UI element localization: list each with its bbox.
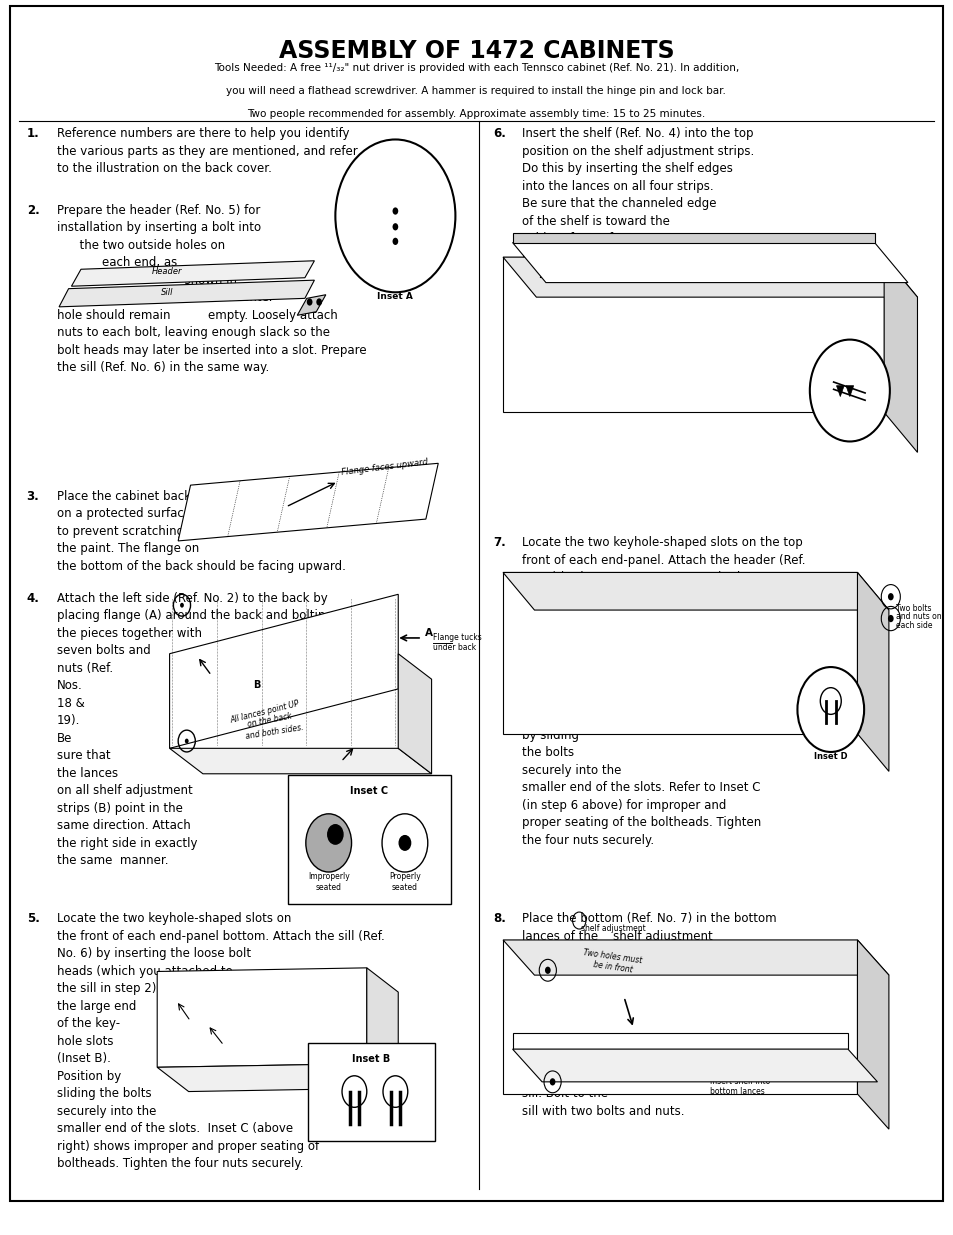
- Text: 8.: 8.: [493, 913, 506, 925]
- Text: 2.: 2.: [27, 204, 39, 217]
- Polygon shape: [512, 1034, 847, 1049]
- Text: Reference numbers are there to help you identify
the various parts as they are m: Reference numbers are there to help you …: [57, 127, 357, 175]
- Text: 3.: 3.: [27, 490, 39, 503]
- Text: ASSEMBLY OF 1472 CABINETS: ASSEMBLY OF 1472 CABINETS: [278, 38, 674, 63]
- Text: Inset C: Inset C: [350, 785, 387, 795]
- Circle shape: [306, 814, 352, 872]
- Text: and nuts on: and nuts on: [895, 613, 941, 621]
- Circle shape: [316, 299, 322, 305]
- Polygon shape: [512, 242, 907, 283]
- Text: Insert the shelf (Ref. No. 4) into the top
position on the shelf adjustment stri: Insert the shelf (Ref. No. 4) into the t…: [521, 127, 754, 385]
- Text: B: B: [253, 680, 261, 690]
- Text: 6.: 6.: [493, 127, 506, 141]
- Text: Properly
seated: Properly seated: [389, 872, 420, 892]
- Text: 4.: 4.: [27, 592, 39, 605]
- Polygon shape: [883, 257, 917, 452]
- Text: Tools Needed: A free ¹¹/₃₂" nut driver is provided with each Tennsco cabinet (Re: Tools Needed: A free ¹¹/₃₂" nut driver i…: [213, 63, 739, 73]
- Text: Flange tucks: Flange tucks: [433, 634, 481, 642]
- Text: Inset D: Inset D: [813, 752, 846, 761]
- Polygon shape: [170, 748, 431, 774]
- Text: on the back: on the back: [247, 711, 293, 730]
- Polygon shape: [502, 573, 857, 734]
- Text: 7.: 7.: [493, 536, 506, 550]
- Polygon shape: [845, 385, 853, 396]
- Text: Locate the two keyhole-shaped slots on
the front of each end-panel bottom. Attac: Locate the two keyhole-shaped slots on t…: [57, 913, 384, 1170]
- Polygon shape: [502, 573, 888, 610]
- Circle shape: [180, 603, 184, 608]
- Text: Place the bottom (Ref. No. 7) in the bottom
lances of the    shelf adjustment
st: Place the bottom (Ref. No. 7) in the bot…: [521, 913, 776, 1118]
- Text: Locate the two keyhole-shaped slots on the top
front of each end-panel. Attach t: Locate the two keyhole-shaped slots on t…: [521, 536, 804, 846]
- Circle shape: [392, 237, 397, 245]
- Text: Improperly
seated: Improperly seated: [308, 872, 349, 892]
- Text: Two holes must: Two holes must: [582, 948, 642, 966]
- Text: Inset A: Inset A: [377, 293, 413, 301]
- Polygon shape: [502, 940, 888, 976]
- Circle shape: [797, 667, 863, 752]
- Text: Two bolts: Two bolts: [895, 604, 930, 613]
- Text: you will need a flathead screwdriver. A hammer is required to install the hinge : you will need a flathead screwdriver. A …: [226, 86, 725, 96]
- Circle shape: [392, 224, 397, 231]
- Polygon shape: [170, 594, 397, 748]
- Polygon shape: [512, 233, 874, 242]
- Text: 5.: 5.: [27, 913, 39, 925]
- Circle shape: [185, 739, 189, 743]
- Circle shape: [398, 836, 410, 850]
- Text: shelf adjustment: shelf adjustment: [580, 924, 645, 934]
- Polygon shape: [502, 257, 917, 298]
- Text: bottom lances: bottom lances: [709, 1087, 763, 1095]
- Text: Sill: Sill: [160, 288, 172, 296]
- Text: Flange faces upward: Flange faces upward: [341, 457, 428, 477]
- Polygon shape: [857, 573, 888, 772]
- Polygon shape: [178, 463, 437, 541]
- Text: Insert shelf into: Insert shelf into: [709, 1077, 769, 1086]
- Polygon shape: [157, 1063, 397, 1092]
- Circle shape: [307, 299, 313, 305]
- Text: A: A: [424, 629, 433, 638]
- FancyBboxPatch shape: [288, 776, 450, 904]
- Text: All lances point UP: All lances point UP: [229, 699, 300, 725]
- Polygon shape: [59, 280, 314, 306]
- Text: 1.: 1.: [27, 127, 39, 141]
- Circle shape: [335, 140, 455, 293]
- Polygon shape: [297, 295, 326, 315]
- Polygon shape: [857, 940, 888, 1129]
- Polygon shape: [502, 257, 883, 412]
- Polygon shape: [157, 968, 366, 1067]
- FancyBboxPatch shape: [308, 1044, 435, 1141]
- Polygon shape: [71, 261, 314, 287]
- Circle shape: [809, 340, 889, 441]
- Polygon shape: [836, 385, 843, 396]
- Text: Attach the left side (Ref. No. 2) to the back by
placing flange (A) around the b: Attach the left side (Ref. No. 2) to the…: [57, 592, 333, 867]
- Polygon shape: [366, 968, 397, 1088]
- Circle shape: [392, 207, 397, 215]
- Polygon shape: [351, 173, 416, 190]
- Text: and both sides.: and both sides.: [245, 722, 304, 741]
- Text: Header: Header: [152, 267, 182, 277]
- Text: be in front: be in front: [592, 961, 633, 974]
- Text: each side: each side: [895, 621, 931, 630]
- Circle shape: [549, 1078, 555, 1086]
- Polygon shape: [397, 653, 431, 774]
- Text: Prepare the header (Ref. No. 5) for
installation by inserting a bolt into
      : Prepare the header (Ref. No. 5) for inst…: [57, 204, 366, 374]
- Circle shape: [544, 967, 550, 974]
- Circle shape: [328, 825, 343, 845]
- Circle shape: [381, 814, 427, 872]
- Text: Two people recommended for assembly. Approximate assembly time: 15 to 25 minutes: Two people recommended for assembly. App…: [247, 109, 705, 119]
- Text: Inset B: Inset B: [352, 1053, 391, 1065]
- Polygon shape: [351, 190, 403, 251]
- Polygon shape: [512, 1049, 877, 1082]
- Polygon shape: [502, 940, 857, 1094]
- Text: under back: under back: [433, 642, 476, 652]
- Polygon shape: [403, 173, 416, 251]
- Circle shape: [887, 615, 893, 622]
- Circle shape: [887, 593, 893, 600]
- Text: Place the cabinet back (Ref. No. 1)
on a protected surface
to prevent scratching: Place the cabinet back (Ref. No. 1) on a…: [57, 490, 346, 573]
